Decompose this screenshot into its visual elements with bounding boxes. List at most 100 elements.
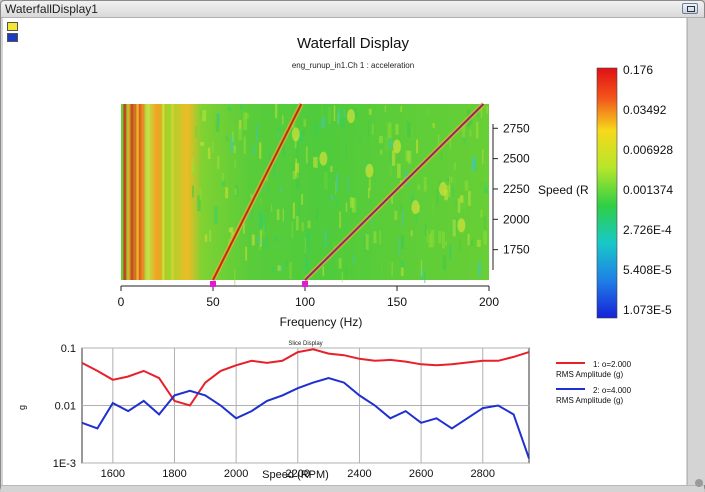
heatmap-cell [291, 222, 293, 239]
heatmap-cell [208, 230, 212, 242]
heatmap-cell [307, 220, 311, 229]
heatmap-cell [368, 178, 371, 191]
heatmap-cell [199, 188, 202, 201]
heatmap-cell [345, 202, 348, 212]
heatmap-cell [425, 106, 430, 117]
heatmap-cell [277, 125, 280, 132]
heatmap-cell [467, 233, 470, 246]
heatmap-cell [238, 126, 242, 141]
heatmap-cell [266, 209, 269, 214]
heatmap-cell [402, 211, 404, 226]
heatmap-cell [384, 105, 386, 112]
heatmap-cell [475, 121, 479, 139]
waterfall-subtitle: eng_runup_in1.Ch 1 : acceleration [291, 61, 415, 70]
heatmap-cell [214, 206, 218, 224]
heatmap-cell [273, 162, 276, 177]
heatmap-cell [259, 210, 263, 229]
heatmap-hotspot [291, 127, 300, 142]
heatmap-cell [197, 195, 201, 212]
heatmap-cell [191, 157, 194, 174]
heatmap-cell [449, 243, 452, 260]
heatmap-cell [280, 187, 282, 192]
heatmap-cell [380, 149, 383, 155]
heatmap-cell [424, 224, 427, 237]
heatmap-cell [245, 246, 248, 261]
heatmap-cell [480, 209, 483, 218]
resize-grip-icon[interactable] [695, 479, 703, 487]
heatmap-cell [351, 198, 356, 213]
harmonic-band [130, 104, 134, 280]
heatmap-cell [301, 222, 304, 232]
restore-window-icon[interactable] [682, 3, 698, 14]
heatmap-cell [389, 164, 392, 177]
heatmap-cell [296, 215, 299, 231]
heatmap-cell [459, 240, 461, 251]
heatmap-cell [370, 216, 372, 226]
heatmap-cell [212, 141, 214, 153]
blue-legend-swatch[interactable] [7, 33, 18, 42]
heatmap-cell [324, 171, 328, 190]
heatmap-cell [400, 106, 403, 112]
yellow-legend-swatch[interactable] [7, 22, 18, 31]
heatmap-cell [444, 193, 447, 201]
heatmap-cell [339, 211, 341, 229]
heatmap-cell [417, 184, 420, 190]
x-tick-label: 200 [479, 295, 499, 309]
heatmap-cell [449, 176, 451, 192]
heatmap-cell [368, 121, 370, 138]
heatmap-cell [216, 175, 218, 188]
order-line-2 [212, 103, 303, 281]
heatmap-cell [449, 132, 451, 149]
heatmap-cell [430, 229, 435, 248]
colorbar [596, 67, 618, 319]
heatmap-cell [400, 204, 402, 212]
right-scroll-strip[interactable] [687, 18, 705, 485]
heatmap-cell [228, 227, 233, 233]
harmonic-band [123, 104, 126, 280]
heatmap-cell [410, 193, 414, 207]
heatmap-hotspot [347, 109, 355, 124]
waterfall-chart[interactable]: 0 50 100 150 200 Frequency (Hz) 2750 2500 2250 20… [3, 18, 686, 485]
heatmap-cell [226, 136, 229, 142]
heatmap-hotspot [319, 151, 328, 166]
heatmap-cell [391, 196, 393, 204]
heatmap-cell [440, 151, 442, 161]
heatmap-cell [221, 181, 225, 187]
heatmap-cell [230, 134, 234, 152]
heatmap-cell [275, 236, 279, 242]
heatmap-cell [442, 231, 445, 249]
heatmap-cell [223, 185, 226, 190]
window-titlebar[interactable]: WaterfallDisplay1 [1, 1, 704, 18]
heatmap-cell [245, 112, 249, 119]
heatmap-cell [327, 107, 332, 125]
heatmap-cell [446, 185, 451, 198]
heatmap-cell [379, 136, 383, 144]
heatmap-cell [324, 229, 327, 247]
heatmap-cell [469, 129, 472, 137]
x-tick-label: 150 [387, 295, 407, 309]
waterfall-axes: 0 50 100 150 200 Frequency (Hz) 2750 2500 2250 20… [118, 121, 589, 329]
heatmap-cell [337, 108, 341, 123]
heatmap-cell [410, 126, 413, 142]
heatmap-cell [432, 199, 435, 215]
heatmap-cell [333, 105, 336, 122]
heatmap-cell [193, 165, 196, 176]
heatmap-cell [271, 267, 274, 274]
harmonic-band [136, 104, 139, 280]
heatmap-cell [333, 242, 336, 248]
heatmap-cell [330, 195, 334, 201]
heatmap-cell [234, 159, 236, 169]
order-line-4 [304, 103, 485, 281]
heatmap-cell [471, 160, 475, 172]
heatmap-cell [451, 177, 453, 183]
heatmap-cell [271, 204, 273, 212]
bottom-scroll-strip[interactable] [1, 485, 704, 492]
heatmap-hotspot [365, 163, 374, 178]
heatmap-cell [301, 193, 303, 205]
heatmap-cell [391, 150, 396, 166]
heatmap-cell [302, 129, 306, 137]
heatmap-cell [464, 180, 469, 191]
heatmap-cell [304, 238, 307, 256]
heatmap-cell [232, 131, 234, 142]
heatmap-cell [335, 173, 339, 191]
